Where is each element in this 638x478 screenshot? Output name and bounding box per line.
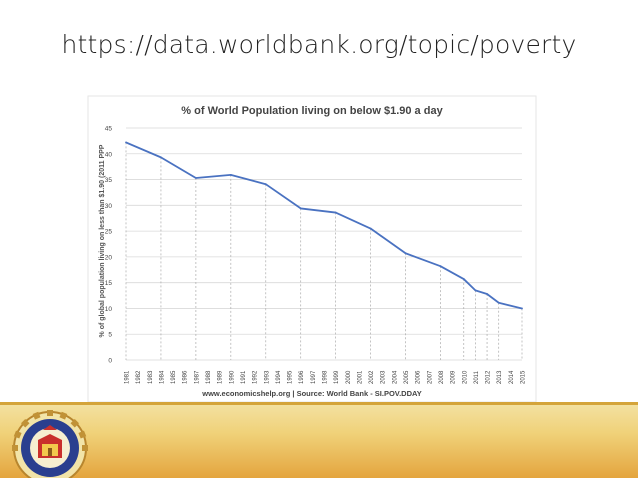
data-point xyxy=(462,278,465,280)
data-point xyxy=(160,156,162,159)
y-tick-labels: 0 5 10 15 20 25 30 35 40 45 xyxy=(105,126,113,365)
x-tick-label: 1988 xyxy=(206,370,212,384)
university-seal-logo xyxy=(10,408,160,478)
x-tick-label: 1997 xyxy=(311,370,317,384)
data-point xyxy=(264,183,267,186)
grid-layer xyxy=(126,127,522,361)
x-tick-label: 1996 xyxy=(299,370,305,384)
slide-title: https://data.worldbank.org/topic/poverty xyxy=(61,30,577,59)
x-tick-label: 1982 xyxy=(136,370,142,384)
y-tick-label: 45 xyxy=(105,126,113,133)
y-tick-label: 10 xyxy=(105,306,113,313)
y-tick-label: 5 xyxy=(108,332,112,339)
y-tick-label: 20 xyxy=(105,254,113,261)
y-tick-label: 25 xyxy=(105,229,113,236)
x-tick-label: 1990 xyxy=(229,370,235,384)
data-point xyxy=(229,174,232,176)
data-point xyxy=(334,211,337,214)
data-point xyxy=(404,252,407,255)
x-tick-label: 2005 xyxy=(404,370,410,384)
x-tick-label: 1999 xyxy=(334,370,340,384)
y-tick-label: 30 xyxy=(105,203,113,210)
data-point xyxy=(521,307,523,310)
x-tick-label: 1987 xyxy=(194,370,200,384)
x-tick-label: 1995 xyxy=(288,370,294,384)
data-point xyxy=(474,289,477,292)
y-tick-label: 15 xyxy=(105,280,113,287)
x-tick-label: 1994 xyxy=(276,370,282,384)
x-tick-label: 2000 xyxy=(346,370,352,384)
series-line-layer xyxy=(125,141,523,310)
x-tick-label: 1981 xyxy=(125,370,131,384)
chart-frame xyxy=(87,95,537,403)
x-tick-label: 1983 xyxy=(148,370,154,384)
data-point xyxy=(486,293,488,295)
x-tick-label: 1984 xyxy=(159,370,165,384)
x-tick-label: 2003 xyxy=(381,370,387,384)
x-tick-label: 1991 xyxy=(241,370,247,384)
x-tick-label: 2004 xyxy=(392,370,398,384)
x-tick-label: 1986 xyxy=(183,370,189,384)
data-point xyxy=(125,141,127,144)
data-point xyxy=(439,265,442,268)
x-tick-label: 2002 xyxy=(369,370,375,384)
x-tick-label: 2012 xyxy=(486,370,492,384)
x-tick-label: 1998 xyxy=(323,370,329,384)
chart-source: www.economicshelp.org | Source: World Ba… xyxy=(201,389,422,398)
x-tick-label: 1989 xyxy=(218,370,224,384)
x-tick-label: 1993 xyxy=(264,370,270,384)
chart-title: % of World Population living on below $1… xyxy=(181,105,443,117)
x-tick-label: 2010 xyxy=(462,370,468,384)
y-tick-label: 35 xyxy=(105,177,113,184)
x-tick-label: 2009 xyxy=(451,370,457,384)
x-tick-label: 2013 xyxy=(497,370,503,384)
x-tick-label: 2006 xyxy=(416,370,422,384)
x-tick-label: 2011 xyxy=(474,370,480,384)
data-point xyxy=(299,207,302,210)
data-point xyxy=(497,301,500,304)
y-axis-label: % of global population living on less th… xyxy=(99,144,106,337)
x-tick-label: 2015 xyxy=(521,370,527,384)
x-tick-label: 2007 xyxy=(427,370,433,384)
x-tick-label: 2008 xyxy=(439,370,445,384)
seal-icon xyxy=(12,410,88,478)
x-tick-label: 1985 xyxy=(171,370,177,384)
data-point xyxy=(194,177,197,179)
x-tick-label: 2014 xyxy=(509,370,515,384)
y-tick-label: 0 xyxy=(108,358,112,365)
x-tick-label: 1992 xyxy=(253,370,259,384)
dash-layer xyxy=(125,142,523,360)
x-tick-label: 2001 xyxy=(357,370,363,384)
data-point xyxy=(369,227,372,230)
y-tick-label: 40 xyxy=(105,151,113,158)
x-tick-labels: 1981 1982 1983 1984 1985 1986 1987 1988 1989 1990… xyxy=(125,370,527,384)
footer-band xyxy=(0,402,638,478)
